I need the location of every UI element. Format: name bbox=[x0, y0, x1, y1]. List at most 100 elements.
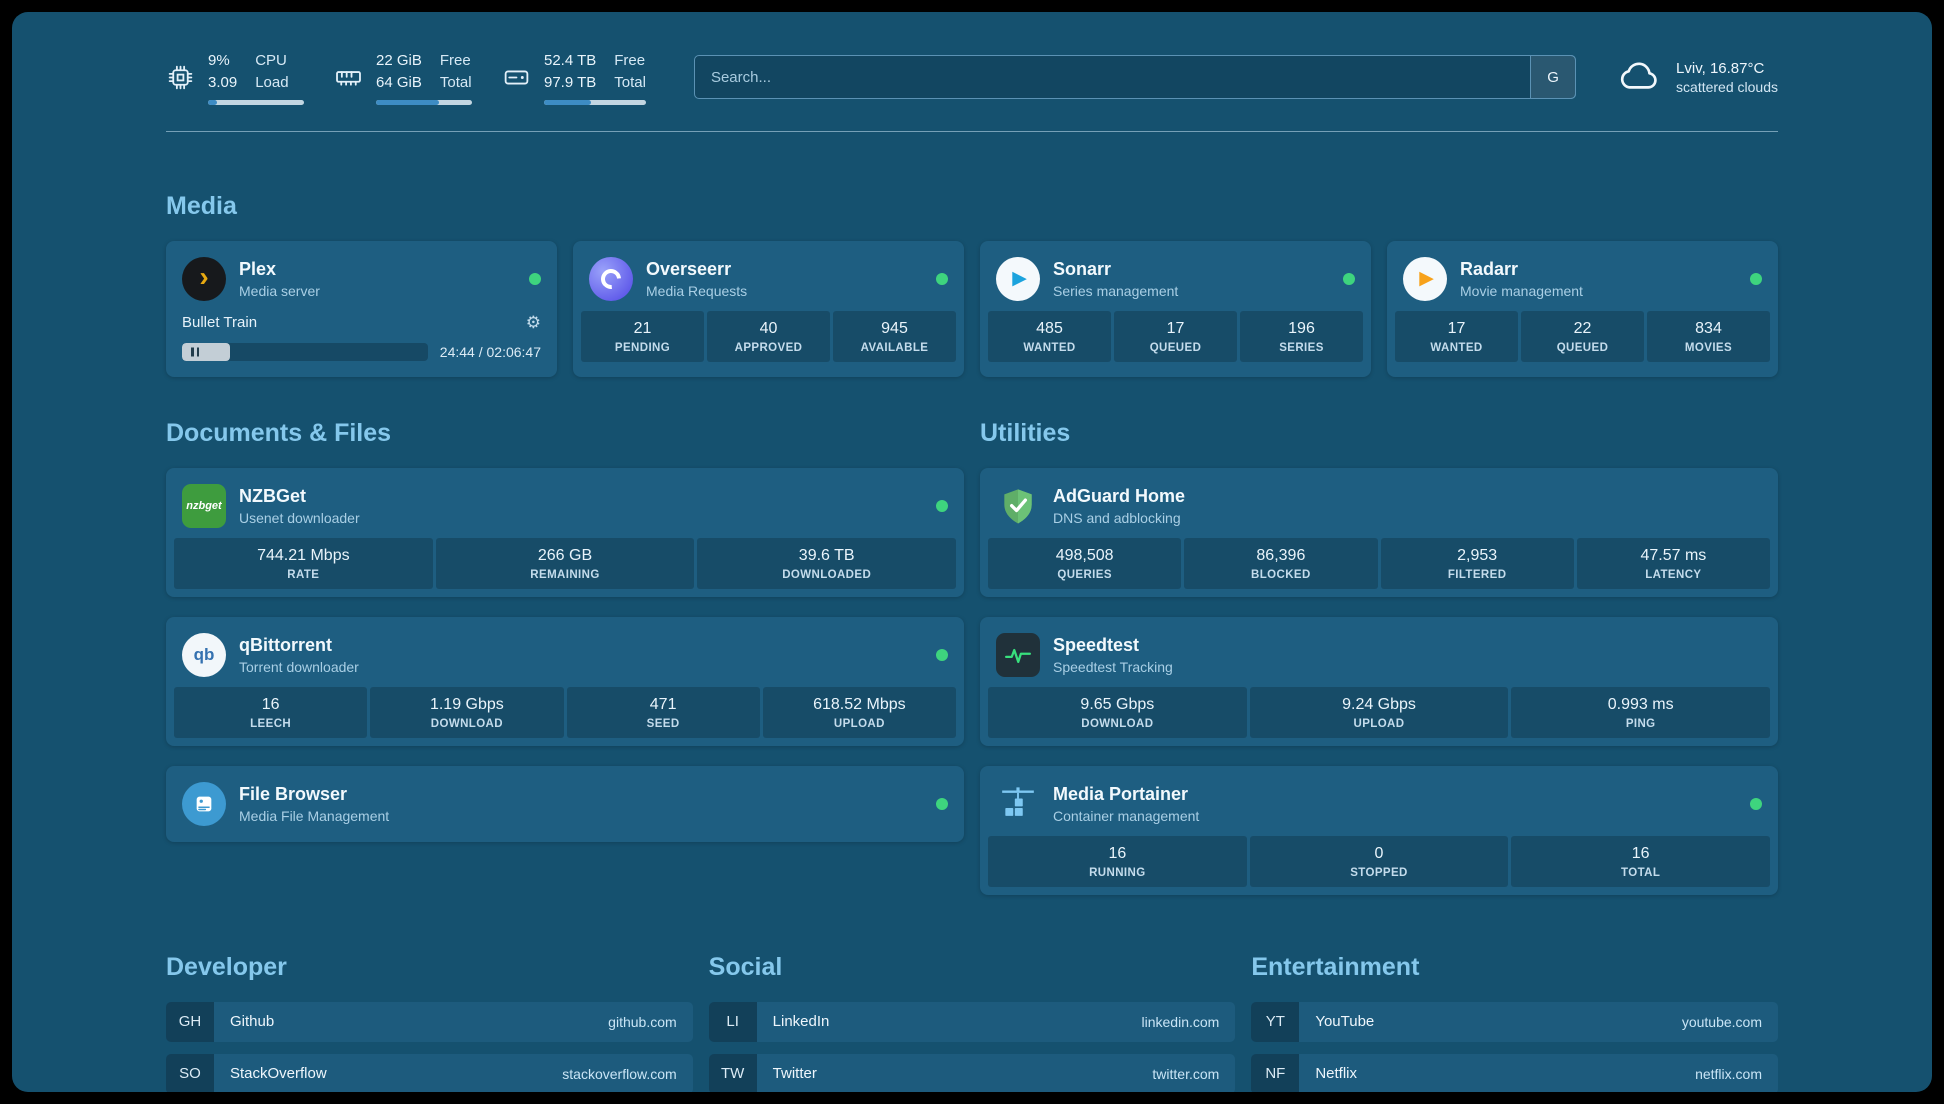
playback-time: 24:44 / 02:06:47 bbox=[439, 343, 541, 360]
pause-icon[interactable] bbox=[191, 347, 199, 356]
service-subtitle: Container management bbox=[1053, 807, 1200, 824]
stat-tile: 47.57 ms LATENCY bbox=[1576, 537, 1770, 589]
stat-tile: 2,953 FILTERED bbox=[1380, 537, 1574, 589]
stat-tile: 744.21 Mbps RATE bbox=[174, 537, 433, 589]
bookmark-url: netflix.com bbox=[1695, 1065, 1762, 1082]
radarr-logo-icon: ▶ bbox=[1403, 256, 1447, 301]
adguard-logo-icon bbox=[996, 484, 1040, 528]
stat-tile: 9.24 Gbps UPLOAD bbox=[1249, 686, 1509, 738]
portainer-logo-icon bbox=[996, 782, 1040, 826]
stat-tile: 16 TOTAL bbox=[1511, 835, 1771, 887]
service-title: Radarr bbox=[1460, 258, 1519, 279]
status-dot bbox=[936, 272, 948, 285]
bookmark-github[interactable]: GH Github github.com bbox=[166, 1001, 693, 1042]
bookmark-url: linkedin.com bbox=[1141, 1013, 1220, 1030]
portainer-card[interactable]: Media Portainer Container management 16 R… bbox=[980, 765, 1778, 895]
cpu-label-bottom: Load bbox=[255, 73, 289, 91]
status-dot bbox=[1343, 272, 1355, 285]
memory-label-bottom: Total bbox=[439, 73, 472, 91]
speedtest-logo-icon bbox=[996, 632, 1040, 677]
playback-progress-bar[interactable] bbox=[182, 342, 428, 361]
bookmark-netflix[interactable]: NF Netflix netflix.com bbox=[1251, 1053, 1778, 1092]
bookmark-name: Github bbox=[230, 1013, 275, 1030]
bookmark-name: Twitter bbox=[772, 1065, 817, 1082]
status-dot bbox=[1750, 272, 1762, 285]
stat-tile: 21 PENDING bbox=[581, 310, 704, 362]
speedtest-card[interactable]: Speedtest Speedtest Tracking 9.65 Gbps DO… bbox=[980, 616, 1778, 746]
media-section: Media › Plex Media server Bullet Train ⚙ bbox=[166, 192, 1778, 377]
nzbget-logo-icon: nzbget bbox=[182, 483, 226, 528]
weather-condition: scattered clouds bbox=[1676, 78, 1778, 95]
bookmark-url: github.com bbox=[608, 1013, 677, 1030]
sonarr-card[interactable]: ▶ Sonarr Series management 485 WANTED 17 Q… bbox=[980, 240, 1371, 377]
status-dot bbox=[936, 797, 948, 810]
bookmark-name: LinkedIn bbox=[772, 1013, 830, 1030]
radarr-card[interactable]: ▶ Radarr Movie management 17 WANTED 22 QUE… bbox=[1387, 240, 1778, 377]
settings-gear-icon[interactable]: ⚙ bbox=[525, 312, 541, 332]
bookmark-abbr: TW bbox=[708, 1053, 757, 1092]
media-section-title: Media bbox=[166, 191, 237, 220]
bookmark-url: youtube.com bbox=[1681, 1013, 1762, 1030]
developer-section-title: Developer bbox=[166, 952, 287, 981]
service-title: Speedtest bbox=[1053, 634, 1140, 655]
cpu-icon bbox=[166, 63, 195, 92]
service-subtitle: Media server bbox=[239, 282, 320, 299]
search-bar: G bbox=[693, 55, 1577, 100]
disk-free: 52.4 TB bbox=[544, 52, 597, 69]
search-engine-button[interactable]: G bbox=[1530, 55, 1577, 100]
stat-tile: 9.65 Gbps DOWNLOAD bbox=[988, 686, 1247, 738]
bookmark-linkedin[interactable]: LI LinkedIn linkedin.com bbox=[708, 1001, 1236, 1042]
bookmark-stackoverflow[interactable]: SO StackOverflow stackoverflow.com bbox=[166, 1053, 693, 1092]
memory-free: 22 GiB bbox=[376, 52, 422, 69]
search-input[interactable] bbox=[693, 55, 1577, 100]
cloud-icon bbox=[1616, 57, 1662, 98]
qbittorrent-logo-icon: qb bbox=[182, 632, 226, 677]
service-subtitle: Speedtest Tracking bbox=[1053, 658, 1173, 675]
nzbget-card[interactable]: nzbget NZBGet Usenet downloader 744.21 M… bbox=[166, 467, 964, 597]
service-subtitle: Series management bbox=[1053, 282, 1179, 299]
overseerr-card[interactable]: Overseerr Media Requests 21 PENDING 40 APP… bbox=[573, 240, 964, 377]
status-dot bbox=[936, 648, 948, 661]
service-subtitle: Media Requests bbox=[646, 282, 748, 299]
cpu-load: 3.09 bbox=[208, 73, 238, 91]
bookmark-abbr: NF bbox=[1251, 1053, 1300, 1092]
service-title: Media Portainer bbox=[1053, 783, 1189, 804]
sonarr-logo-icon: ▶ bbox=[996, 256, 1040, 301]
stat-tile: 196 SERIES bbox=[1240, 310, 1363, 362]
bookmark-twitter[interactable]: TW Twitter twitter.com bbox=[708, 1053, 1236, 1092]
stat-tile: 945 AVAILABLE bbox=[833, 310, 956, 362]
service-subtitle: DNS and adblocking bbox=[1053, 509, 1181, 526]
service-title: qBittorrent bbox=[239, 634, 332, 655]
bookmark-name: YouTube bbox=[1315, 1013, 1375, 1030]
stat-tile: 618.52 Mbps UPLOAD bbox=[762, 686, 956, 738]
service-subtitle: Torrent downloader bbox=[239, 658, 359, 675]
disk-label-top: Free bbox=[614, 52, 646, 69]
stat-tile: 22 QUEUED bbox=[1521, 310, 1644, 362]
stat-tile: 16 RUNNING bbox=[988, 835, 1247, 887]
disk-label-bottom: Total bbox=[614, 73, 646, 91]
stat-tile: 86,396 BLOCKED bbox=[1184, 537, 1378, 589]
weather-widget: Lviv, 16.87°C scattered clouds bbox=[1616, 57, 1778, 98]
bookmark-abbr: SO bbox=[166, 1053, 214, 1092]
stat-tile: 471 SEED bbox=[566, 686, 760, 738]
social-section-title: Social bbox=[708, 952, 783, 981]
plex-card[interactable]: › Plex Media server Bullet Train ⚙ bbox=[166, 240, 557, 377]
cpu-label-top: CPU bbox=[255, 52, 287, 69]
plex-logo-icon: › bbox=[182, 256, 226, 301]
disk-total: 97.9 TB bbox=[544, 73, 597, 91]
bookmark-abbr: LI bbox=[708, 1001, 757, 1042]
bookmark-url: stackoverflow.com bbox=[562, 1065, 677, 1082]
bookmark-youtube[interactable]: YT YouTube youtube.com bbox=[1251, 1001, 1778, 1042]
documents-section: Documents & Files nzbget NZBGet Usenet d… bbox=[166, 419, 964, 895]
qbittorrent-card[interactable]: qb qBittorrent Torrent downloader 16 LEEC… bbox=[166, 616, 964, 746]
now-playing-title: Bullet Train bbox=[182, 314, 258, 331]
filebrowser-card[interactable]: File Browser Media File Management bbox=[166, 765, 964, 842]
service-title: File Browser bbox=[239, 783, 348, 804]
status-dot bbox=[1750, 797, 1762, 810]
stat-tile: 1.19 Gbps DOWNLOAD bbox=[370, 686, 564, 738]
cpu-widget: 9% 3.09 CPU Load bbox=[166, 50, 304, 105]
adguard-card[interactable]: AdGuard Home DNS and adblocking 498,508 Q… bbox=[980, 467, 1778, 597]
service-subtitle: Media File Management bbox=[239, 807, 390, 824]
cpu-percent: 9% bbox=[208, 52, 230, 69]
